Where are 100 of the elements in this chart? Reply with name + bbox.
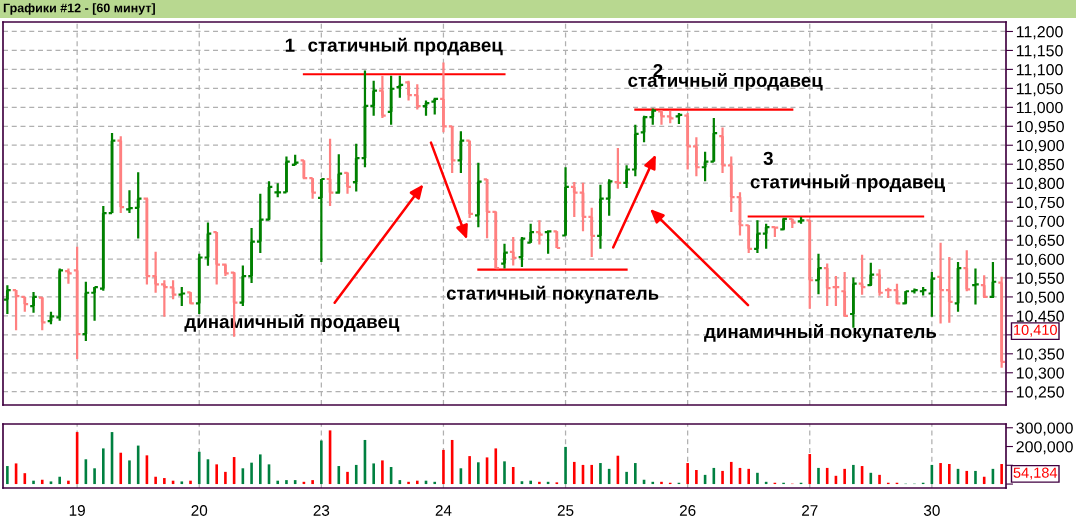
- bar: [965, 470, 969, 485]
- bar: [982, 476, 986, 485]
- bar: [180, 481, 184, 485]
- annotation: динамичный покупатель: [704, 324, 937, 342]
- y-tick-label: 10,650: [1016, 234, 1064, 248]
- bar: [747, 468, 751, 485]
- bar: [538, 481, 541, 485]
- bar: [939, 463, 942, 485]
- y-tick-label: 10,450: [1016, 310, 1064, 324]
- y-tick-label: 10,900: [1016, 139, 1064, 154]
- y-tick-label: 11,050: [1016, 83, 1063, 97]
- bar: [660, 481, 663, 485]
- bar: [721, 470, 724, 485]
- bar: [572, 461, 576, 485]
- bar: [320, 440, 323, 485]
- bar: [346, 471, 349, 485]
- bar: [808, 454, 812, 485]
- bar: [468, 456, 471, 485]
- bar: [163, 478, 166, 485]
- bar: [634, 463, 637, 485]
- y-tick-label: 200,000: [1016, 441, 1073, 455]
- y-tick-label: 10,850: [1016, 158, 1064, 173]
- text: 54,184: [1013, 467, 1058, 480]
- bar: [337, 466, 341, 485]
- bar: [372, 463, 375, 485]
- y-tick-label: 10,350: [1016, 348, 1064, 362]
- bar: [625, 471, 628, 485]
- bar: [189, 480, 192, 485]
- bar: [197, 451, 201, 485]
- bar: [285, 480, 288, 485]
- bar: [511, 466, 515, 485]
- bar: [250, 462, 253, 485]
- x-tick-label: 30: [923, 505, 940, 516]
- bar: [354, 464, 358, 485]
- bar: [651, 481, 655, 485]
- bar: [381, 460, 384, 485]
- bar: [503, 461, 506, 485]
- y-tick-label: 10,750: [1016, 196, 1064, 210]
- bar: [494, 448, 498, 485]
- bar: [6, 466, 9, 485]
- y-tick-label: 10,950: [1016, 120, 1064, 135]
- bar: [948, 463, 951, 485]
- y-tick-label: 11,150: [1016, 45, 1063, 59]
- bar: [1000, 463, 1003, 485]
- bar: [93, 468, 96, 485]
- bar: [215, 464, 218, 485]
- y-tick-label: 10,700: [1016, 215, 1064, 229]
- bar: [843, 468, 846, 485]
- text: 10,410: [1014, 324, 1057, 337]
- bar: [686, 463, 689, 485]
- bar: [258, 454, 262, 485]
- y-tick-label: 10,250: [1016, 386, 1064, 400]
- annotation: 1: [285, 38, 295, 52]
- bar: [974, 470, 977, 485]
- bar: [311, 480, 314, 485]
- bar: [32, 480, 35, 485]
- bar: [128, 460, 131, 485]
- bar: [529, 480, 532, 485]
- bar: [58, 476, 61, 485]
- y-tick-label: 11,100: [1016, 64, 1063, 78]
- bar: [23, 473, 27, 485]
- bar: [590, 464, 594, 485]
- bar: [433, 481, 437, 485]
- y-tick-label: 10,600: [1016, 253, 1064, 267]
- bar: [599, 463, 602, 485]
- x-tick-label: 19: [69, 505, 85, 516]
- bar: [729, 461, 733, 485]
- bar: [67, 480, 70, 485]
- bar: [852, 464, 855, 485]
- bar: [415, 480, 419, 485]
- bar: [407, 481, 410, 485]
- bar: [154, 476, 157, 485]
- y-tick-label: 10,550: [1016, 272, 1064, 286]
- bar: [40, 479, 44, 485]
- bar: [695, 469, 698, 485]
- x-tick-label: 23: [313, 505, 330, 516]
- y-tick-label: 300,000: [1016, 422, 1073, 436]
- bar: [817, 467, 820, 485]
- x-tick-label: 27: [802, 505, 818, 516]
- y-tick-label: 10,800: [1016, 177, 1064, 191]
- annotation: статичный продавец: [750, 174, 945, 193]
- x-tick-label: 24: [435, 505, 452, 516]
- y-tick-label: 10,300: [1016, 367, 1064, 381]
- annotation: статичный продавец: [308, 37, 503, 56]
- chart-title: Графики #12 - [60 минут]: [3, 3, 155, 15]
- y-tick-label: 10,500: [1016, 291, 1064, 305]
- bar: [477, 462, 480, 485]
- bar: [564, 446, 567, 485]
- x-tick-label: 20: [191, 505, 208, 516]
- bar: [119, 452, 123, 485]
- bar: [825, 467, 829, 485]
- bar: [756, 472, 759, 485]
- annotation: статичный покупатель: [446, 285, 659, 304]
- bar: [276, 480, 280, 485]
- bar: [224, 471, 227, 485]
- annotation: 3: [763, 151, 773, 165]
- bar: [442, 449, 445, 485]
- x-tick-label: 25: [557, 505, 574, 516]
- bar: [101, 448, 105, 485]
- bar: [878, 474, 881, 485]
